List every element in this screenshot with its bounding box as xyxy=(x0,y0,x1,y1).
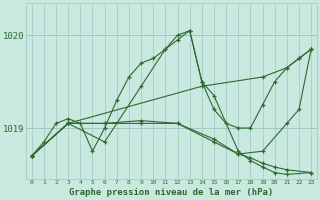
X-axis label: Graphe pression niveau de la mer (hPa): Graphe pression niveau de la mer (hPa) xyxy=(69,188,274,197)
